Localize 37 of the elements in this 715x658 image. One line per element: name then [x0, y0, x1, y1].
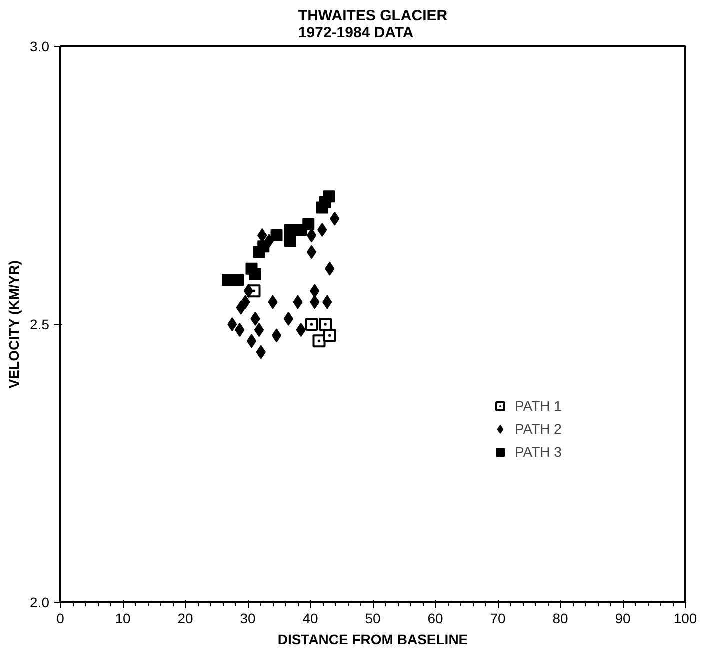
x-tick-label: 0 [56, 610, 65, 626]
x-tick-label: 70 [490, 610, 506, 626]
x-tick-label: 50 [365, 610, 381, 626]
chart-title: THWAITES GLACIER 1972-1984 DATA [298, 8, 448, 42]
point [312, 334, 326, 348]
x-tick-label: 100 [674, 610, 698, 626]
x-axis-title: DISTANCE FROM BASELINE [278, 632, 468, 648]
x-tick-label: 10 [115, 610, 131, 626]
y-tick-label: 3.0 [30, 38, 50, 54]
y-axis-title: VELOCITY (KM/YR) [6, 260, 22, 389]
x-tick-label: 90 [615, 610, 631, 626]
point [284, 235, 296, 248]
point [305, 318, 318, 331]
legend-label: PATH 1 [515, 398, 562, 414]
point [306, 228, 317, 243]
x-tick-label: 20 [178, 610, 194, 626]
x-tick-label: 30 [240, 610, 256, 626]
point [270, 230, 283, 242]
point [258, 240, 270, 253]
x-tick-label: 40 [302, 610, 318, 626]
point [323, 329, 336, 342]
legend-label: PATH 2 [515, 421, 562, 437]
x-tick-label: 80 [552, 610, 568, 626]
point [250, 268, 262, 280]
point [246, 334, 257, 348]
x-tick-label: 60 [428, 610, 444, 626]
y-tick-label: 2.5 [30, 316, 50, 332]
point [272, 328, 282, 343]
point [323, 190, 336, 203]
point [254, 323, 264, 338]
point [232, 274, 244, 286]
point [319, 318, 332, 331]
point [306, 245, 317, 260]
point [228, 318, 238, 332]
legend-label: PATH 3 [515, 444, 562, 460]
y-tick-label: 2.0 [30, 594, 50, 610]
point [302, 218, 315, 230]
